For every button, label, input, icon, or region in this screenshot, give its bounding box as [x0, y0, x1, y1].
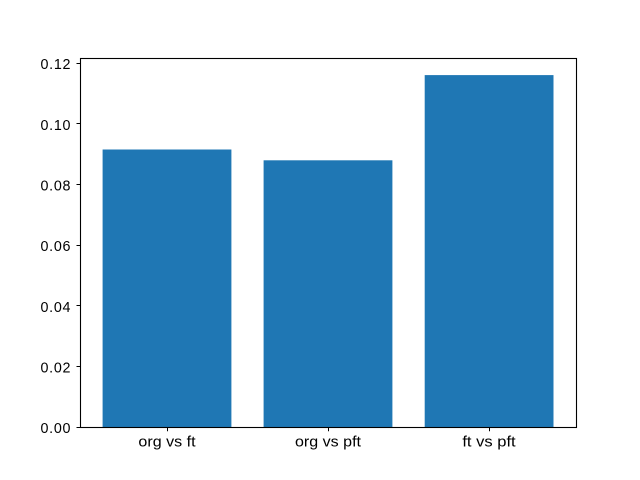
svg-text:0.04: 0.04 — [41, 300, 71, 316]
svg-text:0.12: 0.12 — [41, 57, 71, 73]
svg-text:0.06: 0.06 — [41, 239, 71, 255]
svg-text:0.10: 0.10 — [41, 118, 71, 134]
svg-text:0.00: 0.00 — [41, 421, 71, 437]
svg-text:0.08: 0.08 — [41, 179, 71, 195]
svg-text:org vs pft: org vs pft — [295, 435, 361, 451]
svg-text:ft vs pft: ft vs pft — [462, 435, 515, 451]
svg-text:0.02: 0.02 — [41, 361, 71, 377]
svg-text:org vs ft: org vs ft — [138, 435, 195, 451]
